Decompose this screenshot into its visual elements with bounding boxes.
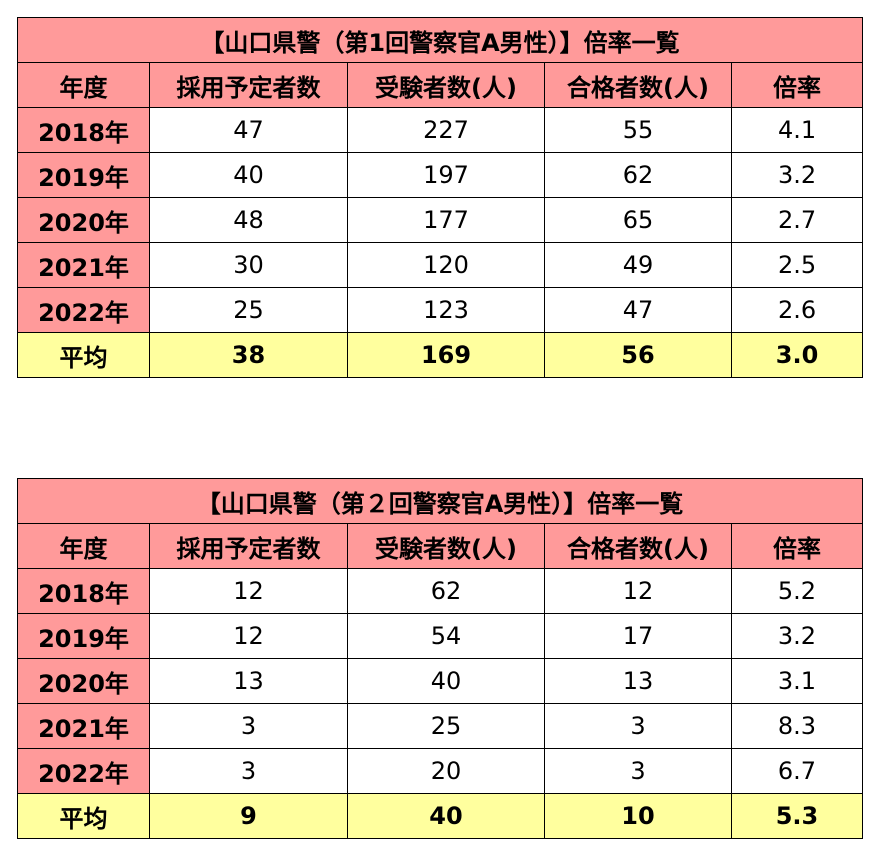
year-cell: 2019年 [17,152,150,198]
planned-cell: 12 [149,568,348,614]
year-cell: 2022年 [17,287,150,333]
column-header-planned: 採用予定者数 [149,523,348,569]
passed-cell: 3 [544,703,732,749]
year-cell: 2021年 [17,703,150,749]
applicants-cell: 25 [347,703,545,749]
table-row: 2020年 48 177 65 2.7 [17,197,864,243]
applicants-cell: 227 [347,107,545,153]
applicants-cell: 177 [347,197,545,243]
applicants-cell: 123 [347,287,545,333]
table-header-row: 年度 採用予定者数 受験者数(人) 合格者数(人) 倍率 [17,62,864,108]
applicants-cell: 20 [347,748,545,794]
planned-cell: 48 [149,197,348,243]
year-cell: 2021年 [17,242,150,288]
passed-cell: 62 [544,152,732,198]
planned-cell: 13 [149,658,348,704]
year-cell: 2020年 [17,658,150,704]
column-header-passed: 合格者数(人) [544,523,732,569]
column-header-applicants: 受験者数(人) [347,62,545,108]
passed-cell: 47 [544,287,732,333]
passed-cell: 17 [544,613,732,659]
column-header-ratio: 倍率 [730,62,864,108]
table-title: 【山口県警（第２回警察官A男性）】倍率一覧 [17,478,863,524]
ratio-cell: 8.3 [731,703,863,749]
year-cell: 2022年 [17,748,150,794]
ratio-cell: 4.1 [730,107,864,153]
ratio-cell: 2.6 [730,287,864,333]
table-row: 2018年 12 62 12 5.2 [17,568,863,614]
column-header-year: 年度 [17,62,150,108]
passed-cell: 12 [544,568,732,614]
ratio-cell: 2.5 [730,242,864,288]
table-row: 2022年 25 123 47 2.6 [17,287,864,333]
table-header-row: 年度 採用予定者数 受験者数(人) 合格者数(人) 倍率 [17,523,863,569]
passed-cell: 49 [544,242,732,288]
average-row: 平均 38 169 56 3.0 [17,332,864,378]
average-row: 平均 9 40 10 5.3 [17,793,863,839]
exam-ratio-table-1: 【山口県警（第1回警察官A男性）】倍率一覧 年度 採用予定者数 受験者数(人) … [16,17,864,378]
table-row: 2019年 12 54 17 3.2 [17,613,863,659]
ratio-cell: 3.2 [731,613,863,659]
year-cell: 2020年 [17,197,150,243]
column-header-year: 年度 [17,523,150,569]
planned-cell: 40 [149,152,348,198]
table-row: 2020年 13 40 13 3.1 [17,658,863,704]
ratio-cell: 5.2 [731,568,863,614]
table-title: 【山口県警（第1回警察官A男性）】倍率一覧 [16,17,864,63]
column-header-passed: 合格者数(人) [544,62,732,108]
passed-cell: 55 [544,107,732,153]
ratio-cell: 3.2 [730,152,864,198]
average-applicants: 169 [347,332,545,378]
ratio-cell: 6.7 [731,748,863,794]
average-ratio: 3.0 [730,332,864,378]
planned-cell: 30 [149,242,348,288]
passed-cell: 13 [544,658,732,704]
passed-cell: 65 [544,197,732,243]
table-row: 2021年 30 120 49 2.5 [17,242,864,288]
applicants-cell: 54 [347,613,545,659]
planned-cell: 25 [149,287,348,333]
exam-ratio-table-2: 【山口県警（第２回警察官A男性）】倍率一覧 年度 採用予定者数 受験者数(人) … [17,478,863,839]
year-cell: 2019年 [17,613,150,659]
average-passed: 10 [544,793,732,839]
applicants-cell: 40 [347,658,545,704]
table-row: 2018年 47 227 55 4.1 [17,107,864,153]
applicants-cell: 120 [347,242,545,288]
average-applicants: 40 [347,793,545,839]
planned-cell: 3 [149,748,348,794]
table-title-row: 【山口県警（第1回警察官A男性）】倍率一覧 [16,17,864,63]
average-planned: 38 [149,332,348,378]
year-cell: 2018年 [17,568,150,614]
passed-cell: 3 [544,748,732,794]
ratio-cell: 2.7 [730,197,864,243]
column-header-ratio: 倍率 [731,523,863,569]
applicants-cell: 197 [347,152,545,198]
planned-cell: 47 [149,107,348,153]
table-title-row: 【山口県警（第２回警察官A男性）】倍率一覧 [17,478,863,524]
applicants-cell: 62 [347,568,545,614]
average-ratio: 5.3 [731,793,863,839]
average-label: 平均 [17,332,150,378]
average-planned: 9 [149,793,348,839]
year-cell: 2018年 [17,107,150,153]
table-row: 2019年 40 197 62 3.2 [17,152,864,198]
planned-cell: 3 [149,703,348,749]
table-row: 2022年 3 20 3 6.7 [17,748,863,794]
column-header-planned: 採用予定者数 [149,62,348,108]
average-label: 平均 [17,793,150,839]
table-row: 2021年 3 25 3 8.3 [17,703,863,749]
planned-cell: 12 [149,613,348,659]
column-header-applicants: 受験者数(人) [347,523,545,569]
average-passed: 56 [544,332,732,378]
ratio-cell: 3.1 [731,658,863,704]
